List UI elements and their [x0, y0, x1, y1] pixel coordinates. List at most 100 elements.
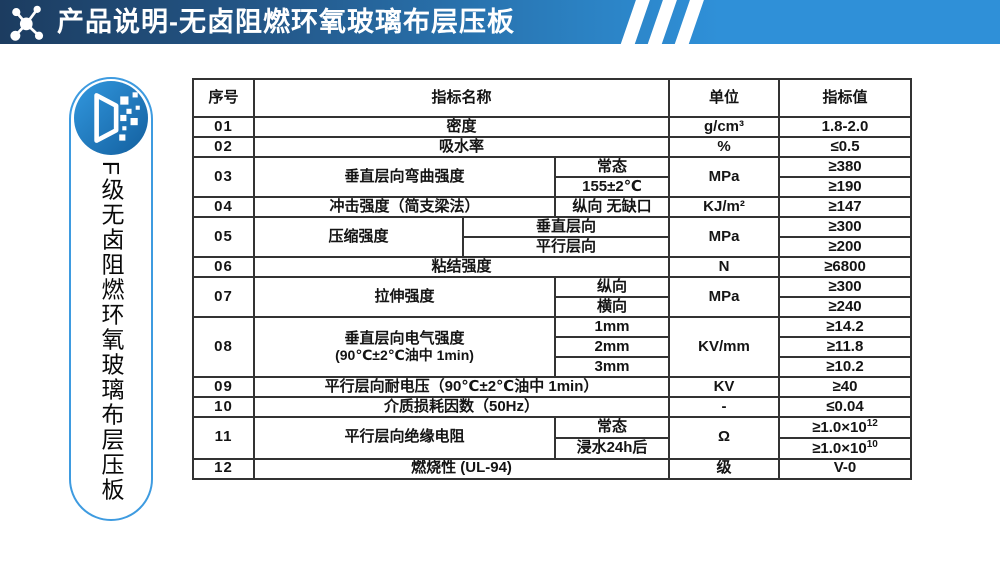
spec-table-head: 序号 指标名称 单位 指标值: [192, 78, 913, 118]
table-row: 04 冲击强度（简支梁法） 纵向 无缺口 KJ/m² ≥147: [192, 196, 913, 218]
row-no-cell: 09: [192, 376, 255, 398]
value-cell: ≥240: [778, 296, 913, 318]
stripe-icon: [644, 0, 680, 44]
sub-label-cell: 3mm: [553, 356, 671, 378]
table-row: 155±2℃ ≥190: [193, 176, 913, 198]
value-cell: ≥1.0×1012: [778, 416, 913, 439]
unit-cell: KV/mm: [668, 316, 781, 378]
col-header-name: 指标名称: [252, 78, 671, 118]
table-row: 07 拉伸强度 纵向 MPa ≥300: [192, 276, 913, 318]
value-cell: ≥200: [778, 236, 913, 258]
col-header-no: 序号: [192, 78, 255, 118]
indicator-name-cell: 垂直层向电气强度 (90℃±2℃油中 1min): [253, 316, 556, 378]
indicator-name-line: 粘结强度: [431, 257, 492, 275]
unit-cell: 级: [668, 457, 781, 480]
value-cell: 1.8-2.0: [778, 116, 913, 138]
row-no-cell: 04: [192, 196, 255, 218]
value-cell: ≥300: [778, 216, 913, 238]
row-no-cell: 02: [192, 136, 255, 158]
indicator-name-cell: 燃烧性 (UL-94): [252, 457, 671, 480]
sub-label-cell: 横向: [553, 296, 671, 318]
indicator-name-line: 吸水率: [439, 137, 485, 155]
table-row: 3mm ≥10.2: [193, 356, 913, 378]
table-row: 09 平行层向耐电压（90℃±2℃油中 1min） KV ≥40: [192, 376, 913, 398]
value-cell: ≥10.2: [778, 356, 913, 378]
value-cell: ≤0.5: [778, 136, 913, 158]
sub-label-cell: 纵向: [553, 276, 671, 298]
indicator-name-line: 平行层向耐电压（90℃±2℃油中 1min）: [324, 377, 599, 395]
indicator-name-line: 燃烧性 (UL-94): [411, 459, 512, 477]
table-row: 横向 ≥240: [193, 296, 913, 318]
value-cell: ≥380: [778, 156, 913, 178]
header-bar: 产品说明-无卤阻燃环氧玻璃布层压板: [0, 0, 1000, 44]
table-row: 06 粘结强度 N ≥6800: [192, 256, 913, 278]
value-superscript: 12: [866, 418, 878, 429]
indicator-name-cell: 压缩强度: [253, 216, 464, 258]
unit-cell: Ω: [668, 416, 781, 460]
table-row: 10 介质损耗因数（50Hz） - ≤0.04: [192, 396, 913, 418]
unit-cell: g/cm³: [668, 116, 781, 138]
unit-cell: %: [668, 136, 781, 158]
stripe-icon: [617, 0, 653, 44]
indicator-name-line: 垂直层向弯曲强度: [344, 167, 465, 185]
unit-cell: KV: [668, 376, 781, 398]
value-cell: ≥11.8: [778, 336, 913, 358]
row-no-cell: 03: [192, 156, 255, 198]
sub-label-cell: 1mm: [553, 316, 671, 338]
sub-label-cell: 垂直层向: [461, 216, 671, 238]
page-title: 产品说明-无卤阻燃环氧玻璃布层压板: [57, 7, 515, 37]
table-row: 11 平行层向绝缘电阻 常态 Ω ≥1.0×1012: [192, 416, 913, 460]
table-row: 12 燃烧性 (UL-94) 级 V-0: [192, 457, 913, 480]
indicator-name-cell: 冲击强度（简支梁法）: [253, 196, 556, 218]
indicator-name-line: 冲击强度（简支梁法）: [329, 197, 480, 215]
unit-cell: MPa: [668, 276, 781, 318]
table-row: 05 压缩强度 垂直层向 MPa ≥300: [192, 216, 913, 258]
sub-label-cell: 2mm: [553, 336, 671, 358]
indicator-name-line: 密度: [446, 117, 477, 135]
col-header-unit: 单位: [668, 78, 781, 118]
value-cell: ≥190: [778, 176, 913, 198]
indicator-name-line: 拉伸强度: [374, 287, 435, 305]
indicator-name-cell: 吸水率: [252, 136, 671, 158]
sub-label-cell: 平行层向: [461, 236, 671, 258]
side-vertical-title: F级无卤阻燃环氧玻璃布层压板: [98, 161, 124, 503]
table-row: 2mm ≥11.8: [193, 336, 913, 358]
unit-cell: N: [668, 256, 781, 278]
molecule-icon: [10, 5, 44, 41]
table-row: 平行层向 ≥200: [193, 236, 913, 258]
unit-cell: MPa: [668, 156, 781, 198]
indicator-name-cell: 介质损耗因数（50Hz）: [252, 396, 671, 418]
indicator-name-line: 垂直层向电气强度: [344, 329, 465, 347]
indicator-name-cell: 平行层向耐电压（90℃±2℃油中 1min）: [252, 376, 671, 398]
table-row: 08 垂直层向电气强度 (90℃±2℃油中 1min) 1mm KV/mm ≥14.2: [192, 316, 913, 378]
unit-cell: -: [668, 396, 781, 418]
row-no-cell: 07: [192, 276, 255, 318]
value-cell: V-0: [778, 457, 913, 480]
unit-cell: KJ/m²: [668, 196, 781, 218]
row-no-cell: 05: [192, 216, 255, 258]
value-cell: ≥1.0×1010: [778, 436, 913, 460]
indicator-name-line2: (90℃±2℃油中 1min): [335, 346, 474, 363]
col-header-value: 指标值: [778, 78, 913, 118]
indicator-name-cell: 垂直层向弯曲强度: [253, 156, 556, 198]
row-no-cell: 06: [192, 256, 255, 278]
spec-table: 序号 指标名称 单位 指标值 01 密度 g/cm³ 1.8-2.0 02 吸水率% ≤0.5 03…: [192, 78, 913, 480]
row-no-cell: 08: [192, 316, 255, 378]
row-no-cell: 11: [192, 416, 255, 460]
value-cell: ≥14.2: [778, 316, 913, 338]
side-capsule: F级无卤阻燃环氧玻璃布层压板: [69, 77, 153, 521]
table-row: 03 垂直层向弯曲强度 常态 MPa ≥380: [192, 156, 913, 198]
spec-table-body: 01 密度 g/cm³ 1.8-2.0 02 吸水率% ≤0.5 03 垂直层向弯曲强度 常态 MP…: [192, 116, 913, 480]
indicator-name-cell: 拉伸强度: [253, 276, 556, 318]
value-cell: ≥40: [778, 376, 913, 398]
indicator-name-cell: 粘结强度: [252, 256, 671, 278]
row-no-cell: 01: [192, 116, 255, 138]
indicator-name-line: 压缩强度: [328, 227, 389, 245]
indicator-name-line: 平行层向绝缘电阻: [344, 428, 465, 446]
value-cell: ≥6800: [778, 256, 913, 278]
sub-label-cell: 常态: [553, 156, 671, 178]
value-superscript: 10: [866, 438, 878, 450]
indicator-name-line: 介质损耗因数（50Hz）: [383, 397, 540, 415]
value-cell: ≤0.04: [778, 396, 913, 418]
